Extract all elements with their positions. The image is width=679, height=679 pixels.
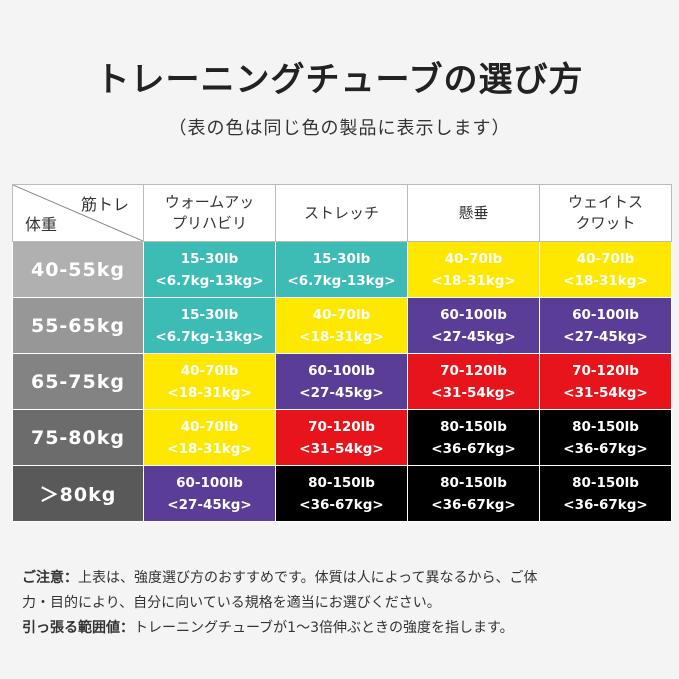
table-row: ＞80kg 60-100lb <27-45kg> 80-150lb <36-67kg> 8…	[12, 465, 672, 522]
strength-lb: 60-100lb	[572, 306, 639, 323]
diagonal-line	[13, 185, 143, 241]
strength-kg: <31-54kg>	[563, 384, 648, 401]
corner-top-label: 筋トレ	[80, 195, 129, 214]
strength-lb: 40-70lb	[180, 418, 239, 435]
strength-lb: 70-120lb	[572, 362, 639, 379]
strength-kg: <18-31kg>	[563, 272, 648, 289]
table-row: 55-65kg 15-30lb <6.7kg-13kg> 40-70lb <18-31k…	[12, 297, 672, 354]
strength-lb: 70-120lb	[440, 362, 507, 379]
header-row: 筋トレ 体重 ウォームアッ プリハビリ ストレッチ 懸垂 ウェイトス クワット	[12, 184, 672, 242]
weight-row-label: 55-65kg	[12, 297, 144, 354]
strength-kg: <27-45kg>	[299, 384, 384, 401]
strength-lb: 70-120lb	[308, 418, 375, 435]
strength-lb: 40-70lb	[312, 306, 371, 323]
strength-lb: 15-30lb	[180, 306, 239, 323]
page-title: トレーニングチューブの選び方	[95, 60, 584, 100]
strength-lb: 40-70lb	[444, 250, 503, 267]
caution-text: 上表は、強度選び方のおすすめです。体質は人によって異なるから、ご体	[78, 570, 538, 586]
strength-kg: <18-31kg>	[167, 384, 252, 401]
strength-cell: 60-100lb <27-45kg>	[143, 465, 276, 522]
column-header-line2: クワット	[575, 214, 636, 232]
strength-lb: 80-150lb	[440, 418, 507, 435]
column-header-line1: 懸垂	[458, 203, 489, 222]
column-header-line2: プリハビリ	[171, 214, 247, 232]
strength-cell: 40-70lb <18-31kg>	[143, 409, 276, 466]
strength-cell: 80-150lb <36-67kg>	[539, 409, 672, 466]
column-header-stretch: ストレッチ	[275, 184, 408, 242]
strength-kg: <6.7kg-13kg>	[155, 272, 264, 289]
strength-lb: 80-150lb	[308, 474, 375, 491]
strength-kg: <36-67kg>	[431, 496, 516, 513]
strength-kg: <36-67kg>	[563, 440, 648, 457]
strength-cell: 40-70lb <18-31kg>	[539, 241, 672, 298]
table-row: 65-75kg 40-70lb <18-31kg> 60-100lb <27-45kg>…	[12, 353, 672, 410]
caution-label: ご注意：	[22, 570, 78, 586]
strength-lb: 80-150lb	[572, 418, 639, 435]
strength-lb: 60-100lb	[440, 306, 507, 323]
strength-lb: 15-30lb	[180, 250, 239, 267]
strength-lb: 80-150lb	[572, 474, 639, 491]
strength-cell: 15-30lb <6.7kg-13kg>	[143, 241, 276, 298]
table-row: 75-80kg 40-70lb <18-31kg> 70-120lb <31-54kg>…	[12, 409, 672, 466]
strength-lb: 60-100lb	[308, 362, 375, 379]
strength-cell: 80-150lb <36-67kg>	[275, 465, 408, 522]
range-text: トレーニングチューブが1〜3倍伸ぶときの強度を指します。	[134, 620, 514, 636]
selection-table: 筋トレ 体重 ウォームアッ プリハビリ ストレッチ 懸垂 ウェイトス クワット …	[12, 184, 672, 522]
strength-lb: 80-150lb	[440, 474, 507, 491]
strength-cell: 70-120lb <31-54kg>	[539, 353, 672, 410]
strength-kg: <27-45kg>	[167, 496, 252, 513]
strength-kg: <36-67kg>	[299, 496, 384, 513]
column-header-line1: ウェイトス	[567, 193, 643, 211]
strength-cell: 80-150lb <36-67kg>	[407, 409, 540, 466]
range-label: 引っ張る範囲値：	[22, 620, 134, 636]
notes-section: ご注意：上表は、強度選び方のおすすめです。体質は人によって異なるから、ご体 力・…	[22, 566, 672, 641]
strength-kg: <31-54kg>	[431, 384, 516, 401]
strength-kg: <18-31kg>	[167, 440, 252, 457]
strength-kg: <36-67kg>	[563, 496, 648, 513]
strength-cell: 40-70lb <18-31kg>	[143, 353, 276, 410]
strength-kg: <31-54kg>	[299, 440, 384, 457]
strength-lb: 15-30lb	[312, 250, 371, 267]
strength-cell: 15-30lb <6.7kg-13kg>	[275, 241, 408, 298]
strength-cell: 70-120lb <31-54kg>	[407, 353, 540, 410]
weight-row-label: ＞80kg	[12, 465, 144, 522]
strength-lb: 60-100lb	[176, 474, 243, 491]
strength-kg: <6.7kg-13kg>	[287, 272, 396, 289]
strength-kg: <27-45kg>	[563, 328, 648, 345]
page-subtitle: （表の色は同じ色の製品に表示します）	[168, 118, 511, 139]
strength-cell: 60-100lb <27-45kg>	[275, 353, 408, 410]
caution-note: ご注意：上表は、強度選び方のおすすめです。体質は人によって異なるから、ご体	[22, 566, 672, 591]
column-header-line1: ウォームアッ	[164, 193, 255, 211]
corner-bottom-label: 体重	[25, 215, 58, 234]
column-header-warmup: ウォームアッ プリハビリ	[143, 184, 276, 242]
strength-lb: 40-70lb	[180, 362, 239, 379]
strength-cell: 40-70lb <18-31kg>	[275, 297, 408, 354]
range-note: 引っ張る範囲値：トレーニングチューブが1〜3倍伸ぶときの強度を指します。	[22, 616, 672, 641]
column-header-squat: ウェイトス クワット	[539, 184, 672, 242]
column-header-pullup: 懸垂	[407, 184, 540, 242]
caution-note-continued: 力・目的により、自分に向いている規格を適当にお選びください。	[22, 591, 672, 616]
strength-cell: 70-120lb <31-54kg>	[275, 409, 408, 466]
strength-kg: <18-31kg>	[299, 328, 384, 345]
table-row: 40-55kg 15-30lb <6.7kg-13kg> 15-30lb <6.7kg-…	[12, 241, 672, 298]
strength-cell: 15-30lb <6.7kg-13kg>	[143, 297, 276, 354]
strength-cell: 80-150lb <36-67kg>	[407, 465, 540, 522]
strength-cell: 80-150lb <36-67kg>	[539, 465, 672, 522]
strength-kg: <36-67kg>	[431, 440, 516, 457]
weight-row-label: 40-55kg	[12, 241, 144, 298]
strength-kg: <27-45kg>	[431, 328, 516, 345]
strength-cell: 40-70lb <18-31kg>	[407, 241, 540, 298]
strength-cell: 60-100lb <27-45kg>	[407, 297, 540, 354]
strength-kg: <18-31kg>	[431, 272, 516, 289]
weight-row-label: 65-75kg	[12, 353, 144, 410]
caution-text-continued: 力・目的により、自分に向いている規格を適当にお選びください。	[22, 595, 441, 611]
strength-kg: <6.7kg-13kg>	[155, 328, 264, 345]
strength-cell: 60-100lb <27-45kg>	[539, 297, 672, 354]
weight-row-label: 75-80kg	[12, 409, 144, 466]
strength-lb: 40-70lb	[576, 250, 635, 267]
column-header-line1: ストレッチ	[303, 203, 379, 222]
corner-cell: 筋トレ 体重	[12, 184, 144, 242]
